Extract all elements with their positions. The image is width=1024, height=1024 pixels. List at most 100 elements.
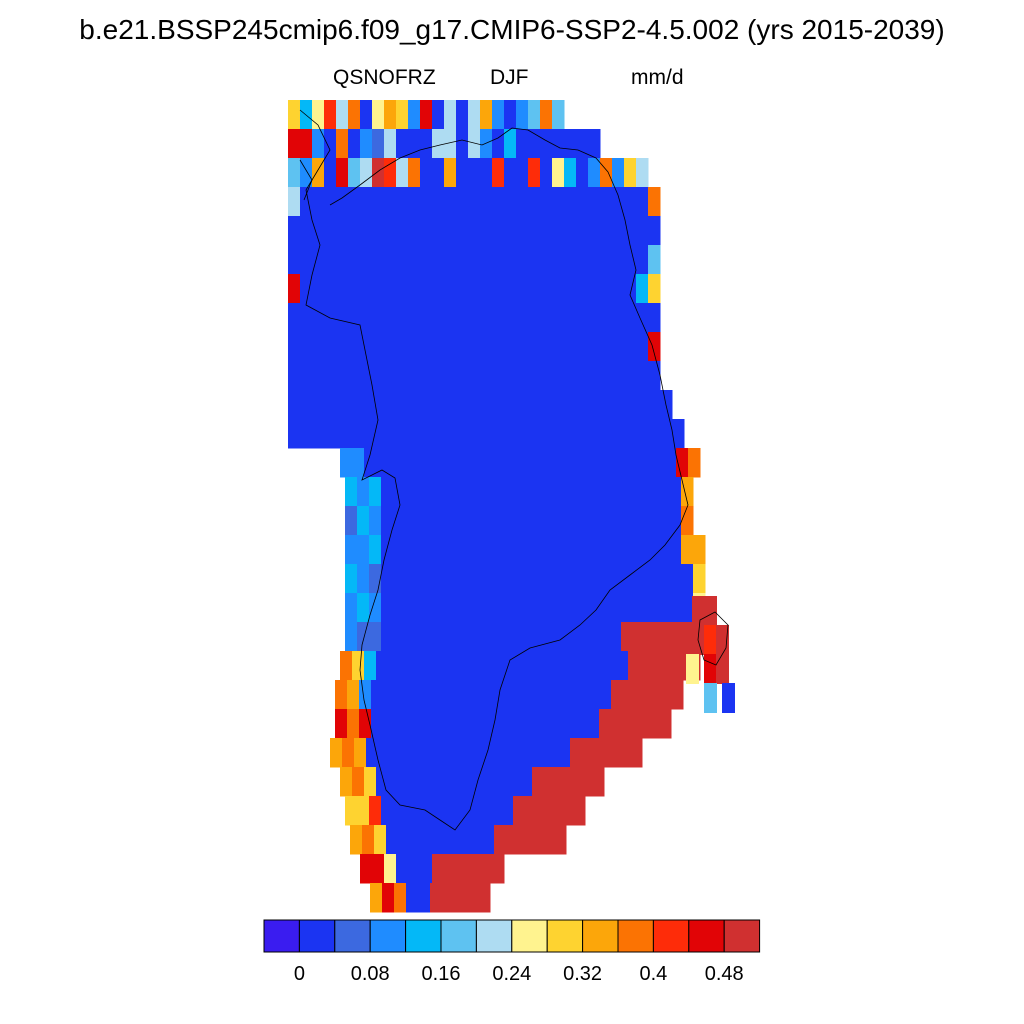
grid-cell	[372, 274, 385, 304]
grid-cell	[624, 332, 637, 362]
grid-cell	[549, 796, 562, 826]
grid-cell	[357, 564, 370, 594]
grid-cell	[527, 709, 540, 739]
island-cell	[686, 654, 699, 684]
grid-cell	[609, 477, 622, 507]
grid-cell	[359, 709, 372, 739]
grid-cell	[396, 187, 409, 217]
grid-cell	[400, 651, 413, 681]
grid-cell	[467, 709, 480, 739]
grid-cell	[432, 361, 445, 391]
grid-cell	[312, 419, 325, 449]
grid-cell	[369, 796, 382, 826]
grid-cell	[429, 477, 442, 507]
grid-cell	[636, 419, 649, 449]
grid-cell	[424, 767, 437, 797]
grid-cell	[588, 274, 601, 304]
grid-cell	[681, 477, 694, 507]
island-cell	[692, 596, 705, 626]
grid-cell	[552, 187, 565, 217]
grid-cell	[575, 680, 588, 710]
grid-cell	[372, 187, 385, 217]
grid-cell	[564, 390, 577, 420]
grid-cell	[450, 738, 463, 768]
grid-cell	[336, 100, 349, 130]
grid-cell	[436, 767, 449, 797]
grid-cell	[647, 680, 660, 710]
grid-cell	[611, 709, 624, 739]
grid-cell	[561, 622, 574, 652]
grid-cell	[624, 216, 637, 246]
grid-cell	[513, 796, 526, 826]
grid-cell	[540, 100, 553, 130]
grid-cell	[420, 100, 433, 130]
grid-cell	[540, 332, 553, 362]
grid-cell	[501, 477, 514, 507]
grid-cell	[528, 245, 541, 275]
grid-cell	[372, 361, 385, 391]
grid-cell	[396, 361, 409, 391]
grid-cell	[492, 303, 505, 333]
grid-cell	[549, 535, 562, 565]
grid-cell	[588, 187, 601, 217]
grid-cell	[633, 593, 646, 623]
grid-cell	[360, 187, 373, 217]
grid-cell	[534, 738, 547, 768]
grid-cell	[492, 158, 505, 188]
grid-cell	[568, 767, 581, 797]
colorbar-tick-label: 0.32	[563, 963, 602, 985]
grid-cell	[420, 854, 433, 884]
grid-cell	[420, 158, 433, 188]
grid-cell	[345, 622, 358, 652]
grid-cell	[597, 564, 610, 594]
grid-cell	[492, 854, 505, 884]
grid-cell	[563, 709, 576, 739]
grid-cell	[405, 506, 418, 536]
grid-cell	[528, 216, 541, 246]
grid-cell	[429, 535, 442, 565]
grid-cell	[600, 419, 613, 449]
grid-cell	[528, 332, 541, 362]
grid-cell	[573, 477, 586, 507]
grid-cell	[348, 100, 361, 130]
grid-cell	[633, 506, 646, 536]
grid-cell	[561, 796, 574, 826]
grid-cell	[374, 825, 387, 855]
grid-cell	[454, 883, 467, 913]
grid-cell	[456, 332, 469, 362]
grid-cell	[491, 680, 504, 710]
grid-cell	[537, 593, 550, 623]
grid-cell	[335, 680, 348, 710]
grid-cell	[417, 506, 430, 536]
grid-cell	[443, 680, 456, 710]
grid-cell	[479, 680, 492, 710]
grid-cell	[360, 158, 373, 188]
grid-cell	[544, 448, 557, 478]
grid-cell	[472, 767, 485, 797]
grid-cell	[396, 332, 409, 362]
grid-cell	[396, 303, 409, 333]
grid-cell	[681, 622, 694, 652]
grid-cell	[558, 738, 571, 768]
grid-cell	[288, 361, 301, 391]
grid-cell	[552, 245, 565, 275]
grid-cell	[503, 680, 516, 710]
grid-cell	[564, 332, 577, 362]
grid-cell	[600, 216, 613, 246]
grid-cell	[340, 448, 353, 478]
grid-cell	[480, 216, 493, 246]
grid-cell	[556, 651, 569, 681]
grid-cell	[467, 680, 480, 710]
grid-cell	[352, 767, 365, 797]
grid-cell	[489, 477, 502, 507]
grid-cell	[406, 883, 419, 913]
grid-cell	[455, 680, 468, 710]
season-label: DJF	[490, 66, 529, 89]
grid-cell	[612, 245, 625, 275]
grid-cell	[312, 390, 325, 420]
grid-cell	[288, 390, 301, 420]
grid-cell	[480, 332, 493, 362]
grid-cell	[528, 129, 541, 159]
grid-cell	[600, 274, 613, 304]
grid-cell	[516, 419, 529, 449]
